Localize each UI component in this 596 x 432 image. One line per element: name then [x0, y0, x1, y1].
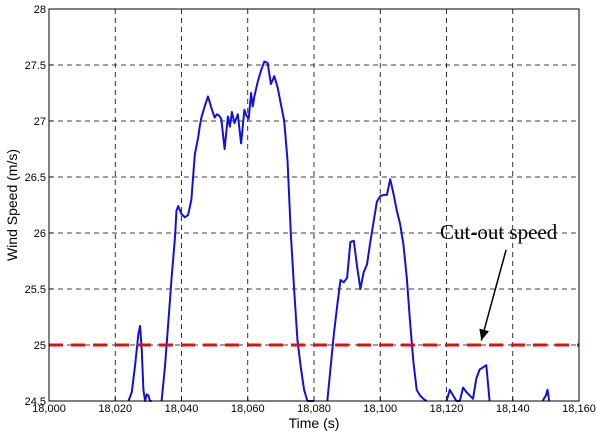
x-tick-label: 18,040: [165, 403, 199, 415]
x-tick-label: 18,080: [297, 403, 331, 415]
wind-speed-line: [160, 60, 314, 402]
x-tick-label: 18,100: [363, 403, 397, 415]
y-tick-label: 25: [34, 340, 46, 352]
grid: [49, 9, 579, 401]
cutout-annotation-arrow: [479, 249, 507, 341]
arrow-head: [479, 328, 490, 341]
plot-frame: [48, 8, 580, 402]
y-tick-label: 25.5: [25, 284, 46, 296]
y-tick-label: 26.5: [25, 172, 46, 184]
y-tick-label: 27: [34, 116, 46, 128]
arrow-shaft: [480, 249, 507, 341]
y-tick-label: 24.5: [25, 396, 46, 408]
wind-speed-line: [127, 325, 152, 402]
cutout-annotation-text: Cut-out speed: [440, 220, 558, 244]
x-axis-label: Time (s): [289, 415, 340, 431]
y-tick-label: 26: [34, 228, 46, 240]
x-tick-label: 18,060: [231, 403, 265, 415]
x-tick-label: 18,160: [562, 403, 596, 415]
x-tick-label: 18,000: [32, 403, 66, 415]
y-tick-label: 28: [34, 4, 46, 16]
x-tick-label: 18,020: [98, 403, 132, 415]
series-layer: [127, 60, 551, 402]
wind-speed-line: [445, 364, 491, 402]
wind-speed-line: [326, 178, 428, 402]
x-tick-labels: 18,000 18,020 18,040 18,060 18,080 18,100 18,1…: [32, 397, 596, 415]
wind-speed-line: [541, 388, 551, 402]
y-axis-label: Wind Speed (m/s): [4, 149, 20, 261]
x-tick-label: 18,140: [496, 403, 530, 415]
y-tick-label: 27.5: [25, 60, 46, 72]
x-tick-label: 18,120: [430, 403, 464, 415]
